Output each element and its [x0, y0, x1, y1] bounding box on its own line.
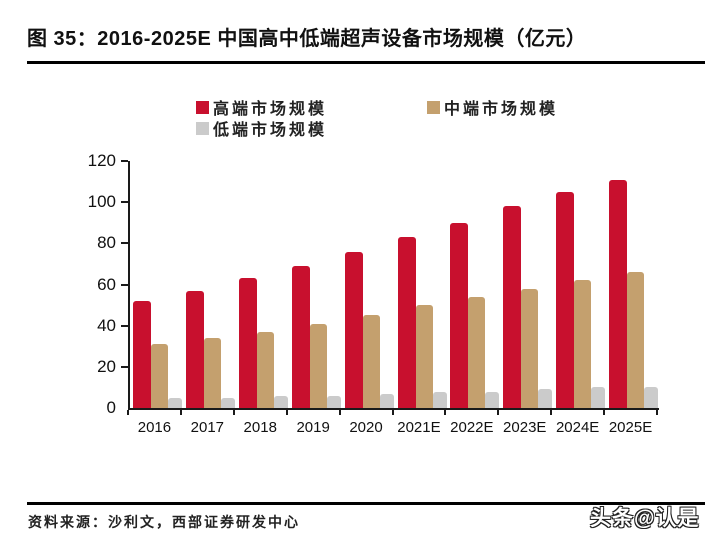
bar-2017-series0 [185, 290, 204, 408]
x-axis-label: 2019 [296, 419, 330, 436]
x-axis-label: 2020 [349, 419, 383, 436]
bar-2019-series0 [291, 265, 310, 408]
legend-label-low-end: 低端市场规模 [213, 122, 328, 139]
x-axis-tick [550, 410, 553, 415]
x-axis-tick [656, 410, 658, 415]
bar-2020-series1 [362, 315, 380, 408]
y-axis-label: 100 [87, 192, 116, 212]
bar-2025E-series1 [627, 272, 645, 408]
y-axis-tick [121, 242, 128, 245]
x-axis-label: 2024E [555, 419, 600, 436]
y-axis-label: 60 [97, 274, 116, 294]
y-axis-label: 20 [97, 356, 116, 376]
y-axis-label: 80 [97, 233, 116, 253]
bar-2016-series1 [151, 344, 168, 408]
bar-2023E-series0 [503, 206, 522, 408]
bar-2016-series0 [133, 300, 151, 408]
bar-2019-series1 [309, 323, 327, 408]
x-axis-tick [127, 410, 129, 415]
bar-2020-series0 [344, 251, 363, 408]
bar-2022E-series2 [485, 391, 500, 408]
x-axis-label: 2016 [137, 419, 172, 436]
legend-label-high-end: 高端市场规模 [213, 101, 328, 118]
x-axis-line [128, 408, 659, 410]
x-axis-tick [497, 410, 500, 415]
legend-swatch-high-end-icon [196, 100, 209, 114]
bar-2018-series2 [273, 395, 288, 408]
legend-item-mid-end: 中端市场规模 [427, 99, 558, 118]
bar-2017-series1 [203, 338, 221, 408]
x-axis-label: 2022E [450, 419, 494, 436]
x-axis-label: 2023E [503, 419, 547, 436]
bar-2024E-series2 [591, 387, 606, 408]
bar-2018-series0 [238, 278, 257, 408]
x-axis-tick [603, 410, 606, 415]
bar-2018-series1 [256, 331, 274, 408]
bar-2021E-series2 [432, 391, 447, 408]
bar-2025E-series2 [644, 387, 659, 408]
legend-label-mid-end: 中端市场规模 [444, 101, 559, 118]
x-axis-label: 2018 [243, 419, 277, 436]
bar-2020-series2 [379, 393, 394, 408]
y-axis-tick [121, 283, 128, 286]
y-axis-label: 40 [97, 315, 116, 335]
x-axis-tick [391, 410, 394, 415]
x-axis-label: 2025E [608, 419, 653, 436]
x-axis-tick [232, 410, 235, 415]
y-axis-tick [121, 324, 128, 327]
source-text: 资料来源：沙利文，西部证券研发中心 [28, 516, 300, 531]
y-axis-line [128, 161, 130, 410]
legend-swatch-mid-end-icon [427, 100, 440, 114]
bar-2021E-series0 [397, 237, 416, 408]
page-title: 图 35：2016-2025E 中国高中低端超声设备市场规模（亿元） [27, 28, 587, 50]
bar-2024E-series1 [574, 280, 592, 408]
legend-swatch-low-end-icon [196, 121, 209, 135]
x-axis-label: 2017 [190, 419, 225, 436]
x-axis-tick [179, 410, 182, 415]
legend-item-high-end: 高端市场规模 [196, 99, 327, 118]
bar-2023E-series1 [521, 288, 539, 408]
x-axis-tick [285, 410, 288, 415]
bar-2016-series2 [168, 397, 182, 408]
bar-2024E-series0 [556, 191, 575, 408]
bar-2022E-series1 [468, 296, 486, 408]
bar-2025E-series0 [609, 179, 628, 408]
x-axis-label: 2021E [397, 419, 441, 436]
source-divider [27, 502, 705, 505]
y-axis-tick [121, 365, 128, 368]
x-axis-tick [338, 410, 341, 415]
watermark: 头条@认是 [590, 507, 700, 530]
bar-2023E-series2 [538, 389, 553, 408]
y-axis-tick [121, 201, 128, 204]
y-axis-label: 120 [87, 151, 116, 170]
y-axis-label: 0 [106, 398, 116, 417]
bar-chart-plot-area: 0 20 40 60 80 100 120 2016 2017 2018 2019 2020 2021E… [88, 151, 659, 436]
bar-2022E-series0 [450, 222, 469, 408]
bar-2021E-series1 [415, 305, 433, 408]
y-axis-tick [121, 160, 128, 163]
title-divider [27, 61, 705, 64]
x-axis-tick [444, 410, 447, 415]
bar-2017-series2 [220, 397, 235, 408]
bar-2019-series2 [326, 395, 341, 408]
legend-item-low-end: 低端市场规模 [196, 120, 327, 139]
